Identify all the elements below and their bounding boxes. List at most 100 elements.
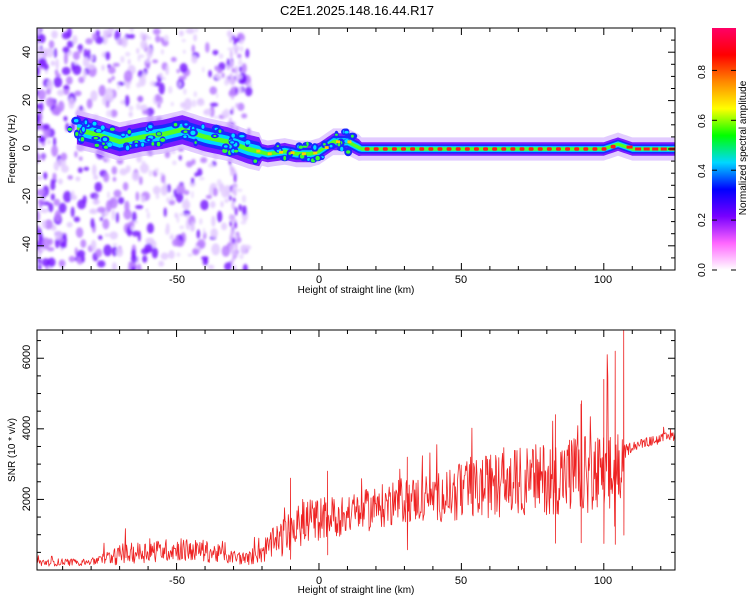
noise-blob [146, 58, 150, 64]
noise-blob [101, 64, 105, 71]
ridge-core-red [410, 147, 416, 151]
ridge-blob-core [340, 146, 344, 152]
ridge-blob-core [222, 148, 228, 154]
noise-blob [205, 194, 213, 199]
ridge-blob-core [298, 145, 303, 149]
noise-blob [168, 250, 175, 260]
ridge-blob-core [253, 159, 258, 163]
noise-blob [136, 47, 140, 54]
noise-blob [131, 171, 140, 182]
snr-panel: -50 0 50 100 Height of straight line (km… [7, 329, 676, 596]
noise-blob [236, 188, 243, 192]
ridge-blob-core [337, 142, 341, 147]
noise-blob [86, 63, 96, 70]
noise-blob [231, 34, 235, 41]
noise-blob [245, 48, 250, 58]
noise-blob [45, 97, 55, 108]
noise-blob [111, 75, 115, 81]
noise-blob [191, 190, 194, 199]
noise-blob [155, 93, 161, 103]
noise-blob [172, 160, 177, 166]
noise-blob [77, 49, 83, 54]
ridge-blob-core [67, 127, 72, 131]
noise-blob [74, 150, 78, 158]
ridge-blob-core [183, 130, 188, 133]
noise-blob [216, 74, 222, 81]
noise-blob [37, 89, 46, 101]
noise-blob [139, 79, 142, 88]
noise-blob [52, 172, 57, 181]
noise-blob [102, 95, 106, 106]
noise-blob [70, 206, 75, 218]
ridge-blob-core [223, 145, 228, 148]
noise-blob [77, 199, 86, 210]
noise-blob [142, 255, 148, 263]
noise-blob [39, 102, 44, 112]
snr-series-line [37, 330, 675, 567]
ridge-core-red [546, 147, 552, 151]
noise-blob [235, 87, 239, 94]
noise-blob [37, 66, 40, 77]
ridge-blob-core [344, 130, 349, 134]
noise-blob [233, 234, 238, 240]
noise-blob [106, 110, 112, 118]
noise-blob [209, 86, 218, 95]
ridge-blob-core [96, 128, 102, 133]
ridge-core-red [364, 147, 370, 151]
colorbar-tick-label: 0.0 [697, 263, 708, 277]
noise-blob [168, 199, 176, 206]
colorbar-label: Normalized spectral amplitude [738, 80, 749, 215]
noise-blob [198, 176, 205, 181]
noise-blob [92, 33, 97, 41]
noise-blob [51, 30, 58, 39]
noise-blob [114, 30, 121, 41]
ridge-blob-core [135, 143, 138, 147]
noise-blob [231, 95, 235, 100]
noise-blob [227, 47, 234, 51]
noise-blob [61, 164, 69, 173]
noise-blob [103, 172, 110, 183]
noise-blob [221, 72, 225, 79]
noise-blob [226, 65, 230, 71]
ridge-core-red [660, 147, 667, 151]
noise-blob [176, 184, 186, 195]
ridge-blob-core [75, 131, 79, 137]
noise-blob [176, 215, 180, 224]
ridge-core-yellow [256, 149, 261, 153]
ridge-core-red [446, 147, 452, 151]
spectrogram-ticks [37, 27, 675, 271]
noise-blob [77, 43, 83, 52]
noise-blob [242, 263, 248, 270]
noise-blob [75, 176, 81, 182]
noise-blob [189, 180, 196, 187]
noise-blob [234, 240, 238, 251]
noise-blob [82, 57, 90, 68]
ridge-blob-core [230, 141, 235, 144]
x-tick-label: 0 [316, 274, 322, 286]
noise-blob [125, 51, 131, 57]
ridge-core-red [574, 147, 580, 151]
noise-blob [58, 202, 67, 214]
ridge-blob-core [156, 132, 162, 136]
noise-blob [120, 55, 125, 63]
noise-blob [107, 78, 112, 84]
noise-blob [133, 220, 138, 224]
noise-blob [144, 243, 153, 253]
noise-blob [98, 235, 103, 240]
ridge-core-red [373, 147, 379, 151]
ridge-core-red [592, 147, 598, 151]
noise-blob [97, 260, 106, 268]
noise-blob [127, 58, 131, 65]
noise-blob [111, 209, 116, 221]
noise-blob [168, 85, 173, 94]
noise-blob [57, 100, 65, 112]
noise-blob [42, 123, 51, 130]
noise-blob [78, 156, 83, 161]
noise-blob [152, 28, 161, 35]
noise-blob [39, 136, 46, 142]
noise-blob [190, 177, 195, 184]
noise-blob [136, 102, 141, 111]
ridge-blob-core [302, 145, 308, 148]
noise-blob [241, 113, 248, 119]
noise-blob [234, 221, 238, 229]
